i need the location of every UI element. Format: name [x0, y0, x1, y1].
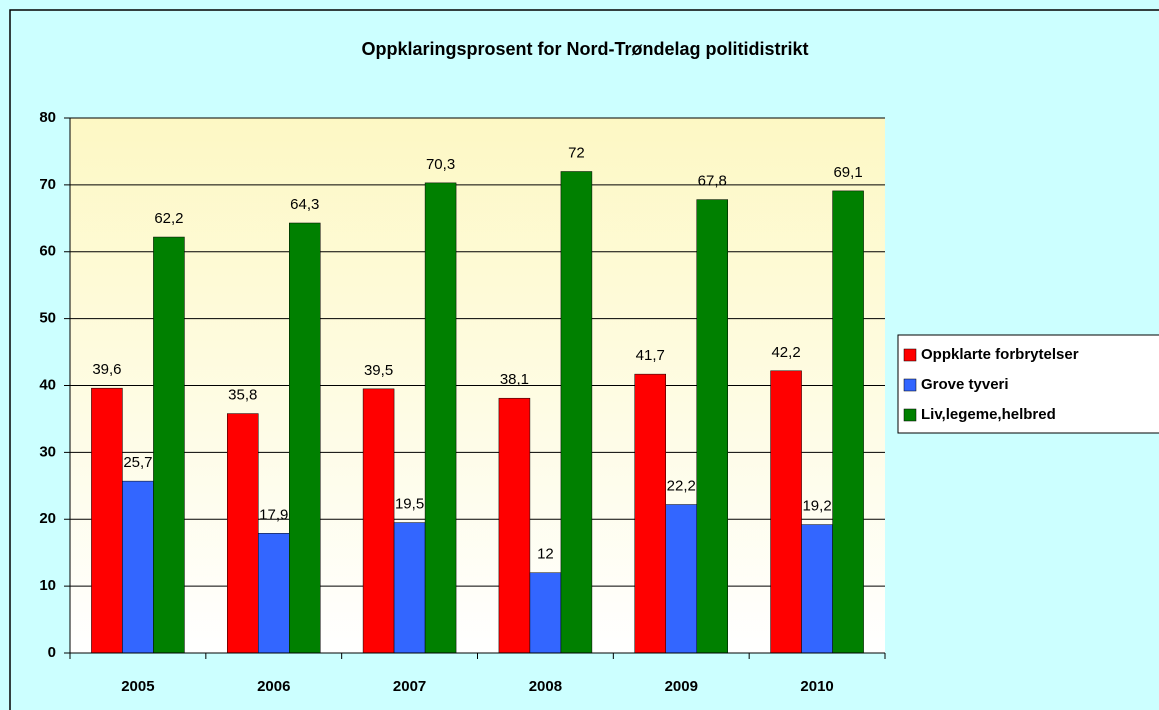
data-label: 42,2	[771, 344, 800, 361]
bar	[696, 199, 728, 654]
data-label: 70,3	[426, 156, 455, 173]
y-tick-label: 70	[39, 176, 56, 193]
y-tick-label: 30	[39, 443, 56, 460]
chart-title: Oppklaringsprosent for Nord-Trøndelag po…	[361, 39, 808, 59]
data-label: 62,2	[154, 210, 183, 227]
y-tick-label: 60	[39, 243, 56, 260]
data-label: 19,2	[802, 498, 831, 515]
y-tick-label: 50	[39, 310, 56, 327]
legend-label: Oppklarte forbrytelser	[921, 346, 1079, 363]
x-tick-label: 2009	[665, 678, 698, 695]
bar	[424, 182, 457, 654]
y-tick-label: 80	[39, 109, 56, 126]
bar	[289, 222, 321, 654]
bar	[153, 236, 185, 654]
bar	[560, 171, 593, 654]
bar	[362, 388, 395, 654]
bar	[393, 522, 426, 654]
data-label: 72	[568, 144, 585, 161]
data-label: 38,1	[500, 371, 529, 388]
legend-swatch	[903, 378, 917, 392]
data-label: 69,1	[833, 164, 862, 181]
data-label: 35,8	[228, 387, 257, 404]
data-label: 39,5	[364, 362, 393, 379]
legend-label: Grove tyveri	[921, 376, 1009, 393]
legend-label: Liv,legeme,helbred	[921, 406, 1056, 423]
data-label: 17,9	[259, 506, 288, 523]
x-tick-label: 2010	[800, 678, 833, 695]
data-label: 64,3	[290, 196, 319, 213]
legend-swatch	[903, 348, 917, 362]
legend	[897, 334, 1159, 434]
bar	[634, 373, 666, 654]
y-tick-label: 10	[39, 577, 56, 594]
data-label: 39,6	[92, 361, 121, 378]
x-tick-label: 2005	[121, 678, 154, 695]
y-tick-label: 40	[39, 376, 56, 393]
bar	[832, 190, 864, 654]
data-label: 19,5	[395, 496, 424, 513]
bar	[801, 524, 833, 654]
bar	[258, 533, 290, 654]
legend-swatch	[903, 408, 917, 422]
y-tick-label: 20	[39, 510, 56, 527]
bar	[529, 572, 562, 654]
bar	[665, 504, 697, 654]
bar	[227, 413, 259, 654]
bar	[498, 397, 531, 654]
data-label: 41,7	[636, 347, 665, 364]
x-tick-label: 2006	[257, 678, 290, 695]
x-tick-label: 2007	[393, 678, 426, 695]
bar	[91, 387, 123, 654]
data-label: 67,8	[698, 173, 727, 190]
bar	[770, 370, 802, 654]
x-tick-label: 2008	[529, 678, 562, 695]
data-label: 22,2	[667, 478, 696, 495]
data-label: 12	[537, 546, 554, 563]
y-tick-label: 0	[48, 644, 56, 661]
data-label: 25,7	[123, 454, 152, 471]
bar	[122, 480, 154, 654]
